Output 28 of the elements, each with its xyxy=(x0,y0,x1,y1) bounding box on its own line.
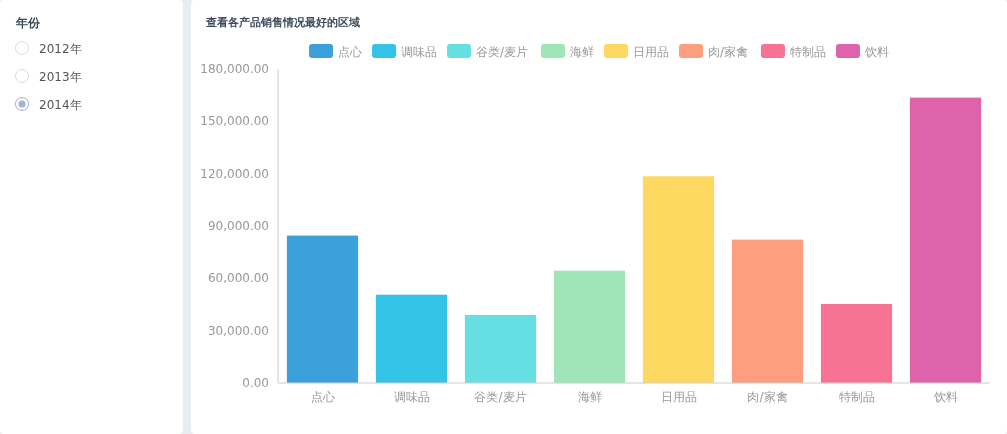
x-tick-label: 饮料 xyxy=(932,390,958,404)
legend-label: 海鲜 xyxy=(570,44,594,59)
text: 2012年 xyxy=(39,41,82,56)
y-tick-label: 0.00 xyxy=(242,376,269,390)
y-tick-label: 90,000.00 xyxy=(207,219,269,233)
y-tick-label: 30,000.00 xyxy=(207,323,269,338)
legend-label: 谷类/麦片 xyxy=(476,44,529,59)
y-tick-label: 60,000.00 xyxy=(207,271,269,286)
x-tick-label: 肉/家禽 xyxy=(747,390,788,404)
x-tick-label: 点心 xyxy=(310,390,335,404)
text: 年份 xyxy=(15,16,41,30)
legend-label: 饮料 xyxy=(863,44,889,59)
chart-title: 查看各产品销售情况最好的区域 xyxy=(205,16,360,29)
text: 2013年 xyxy=(39,69,82,84)
x-tick-label: 谷类/麦片 xyxy=(474,390,527,404)
y-tick-label: 120,000.00 xyxy=(200,166,269,181)
legend-label: 调味品 xyxy=(401,44,438,59)
legend-label: 日用品 xyxy=(633,44,669,59)
legend-label: 点心 xyxy=(338,44,363,59)
text: 2014年 xyxy=(39,97,82,112)
x-tick-label: 海鲜 xyxy=(577,390,602,404)
x-tick-label: 特制品 xyxy=(838,390,875,404)
legend-label: 特制品 xyxy=(789,44,826,59)
y-tick-label: 180,000.00 xyxy=(200,62,269,76)
x-tick-label: 调味品 xyxy=(393,390,430,404)
legend-label: 肉/家禽 xyxy=(708,44,749,59)
y-tick-label: 150,000.00 xyxy=(200,114,269,129)
x-tick-label: 日用品 xyxy=(660,390,697,404)
